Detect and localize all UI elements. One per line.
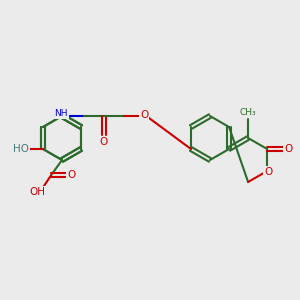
- Text: O: O: [67, 170, 76, 180]
- Text: O: O: [100, 137, 108, 147]
- Text: CH₃: CH₃: [240, 108, 256, 117]
- Text: HO: HO: [13, 144, 29, 154]
- Text: O: O: [284, 144, 293, 154]
- Text: O: O: [140, 110, 148, 120]
- Text: OH: OH: [29, 187, 45, 196]
- Text: O: O: [264, 167, 272, 177]
- Text: NH: NH: [54, 110, 68, 118]
